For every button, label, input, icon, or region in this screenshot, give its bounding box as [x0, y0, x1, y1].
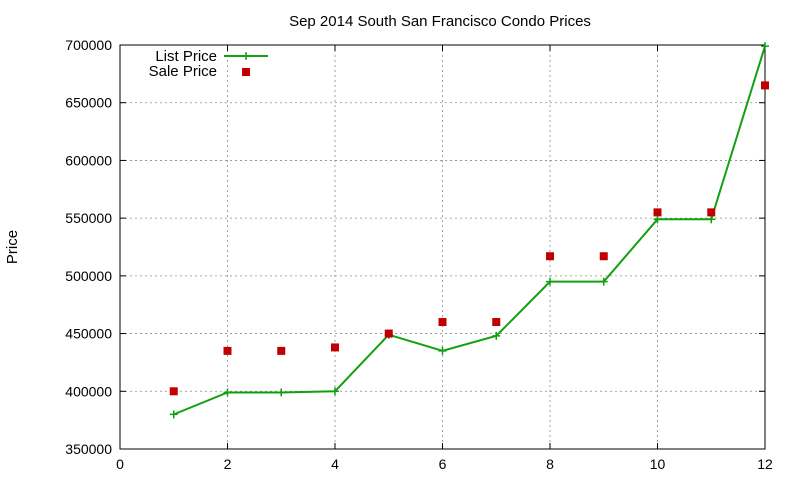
x-tick-label: 12 [757, 456, 773, 472]
sale-price-point [707, 208, 716, 217]
list-price-point [223, 388, 232, 397]
sale-price-point [223, 346, 232, 355]
sale-price-point [546, 252, 554, 261]
list-price-point [707, 215, 716, 224]
list-price-line [173, 45, 766, 416]
list-price-point [438, 346, 447, 355]
series-layer [169, 42, 769, 419]
list-price-point [599, 277, 608, 286]
sale-price-point [492, 318, 501, 327]
axis-ticks: 0 2 4 6 8 10 12 350000 400000 450000 500000 550000 6… [65, 37, 773, 472]
grid [120, 45, 765, 449]
y-tick-label: 500000 [65, 268, 112, 284]
chart-title: Sep 2014 South San Francisco Condo Price… [289, 13, 591, 30]
sale-price-point [599, 252, 608, 261]
sale-price-point [653, 208, 662, 217]
x-tick-label: 8 [546, 456, 554, 472]
list-price-point [653, 215, 662, 224]
y-tick-label: 550000 [65, 210, 112, 226]
legend-label-list-price: List Price [155, 48, 217, 65]
sale-price-point [438, 318, 447, 327]
x-tick-label: 4 [331, 456, 339, 472]
list-price-point [761, 42, 769, 51]
y-tick-label: 350000 [65, 441, 112, 457]
y-tick-label: 450000 [65, 326, 112, 342]
x-tick-label: 10 [650, 456, 666, 472]
y-axis-label: Price [4, 230, 21, 264]
list-price-point [169, 410, 178, 419]
list-price-point [492, 331, 501, 340]
legend-label-sale-price: Sale Price [149, 63, 217, 80]
sale-price-point [331, 343, 339, 352]
legend-marker-sale-price [242, 68, 250, 76]
sale-price-point [384, 329, 393, 338]
legend: List Price Sale Price [149, 48, 268, 80]
list-price-point [331, 387, 339, 396]
x-tick-label: 0 [116, 456, 124, 472]
sale-price-point [169, 387, 178, 396]
y-tick-label: 650000 [65, 95, 112, 111]
legend-marker-list-price [242, 52, 250, 60]
list-price-point [277, 388, 286, 397]
y-tick-label: 600000 [65, 152, 112, 168]
y-tick-label: 700000 [65, 37, 112, 53]
sale-price-point [277, 346, 286, 355]
y-tick-label: 400000 [65, 383, 112, 399]
x-tick-label: 6 [439, 456, 447, 472]
list-price-point [546, 277, 554, 286]
sale-price-point [761, 81, 769, 90]
x-tick-label: 2 [224, 456, 232, 472]
